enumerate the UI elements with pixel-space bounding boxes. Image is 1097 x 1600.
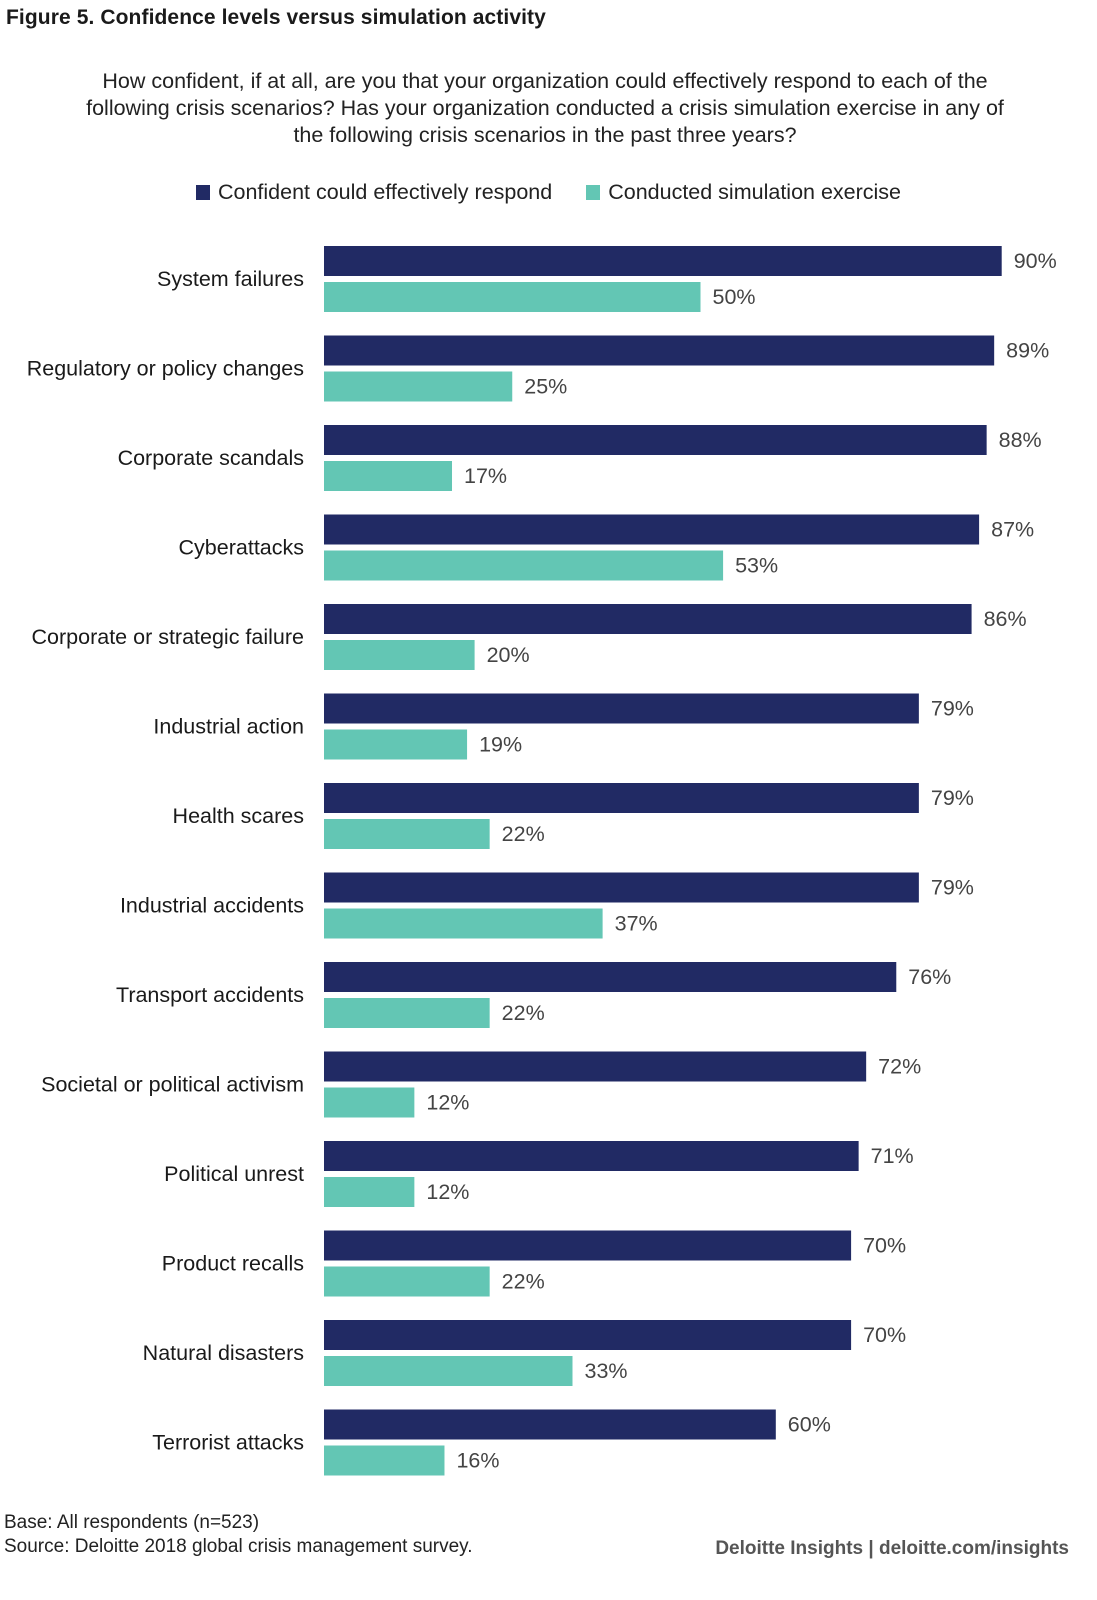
- value-label-simulation: 22%: [502, 1270, 545, 1294]
- value-label-confident: 87%: [991, 518, 1034, 542]
- value-label-simulation: 37%: [615, 912, 658, 936]
- value-label-simulation: 50%: [713, 285, 756, 309]
- category-group: Product recalls 70% 22%: [162, 1230, 906, 1297]
- bar-simulation: [324, 1356, 573, 1386]
- legend-label-confident: Confident could effectively respond: [217, 180, 553, 204]
- legend: Confident could effectively respond Cond…: [0, 180, 1097, 206]
- value-label-simulation: 19%: [479, 733, 522, 757]
- value-label-confident: 90%: [1014, 249, 1057, 273]
- category-label: Health scares: [173, 804, 304, 828]
- category-group: Cyberattacks 87% 53%: [179, 514, 1034, 581]
- value-label-confident: 70%: [863, 1323, 906, 1347]
- base-note: Base: All respondents (n=523): [4, 1512, 260, 1533]
- value-label-simulation: 12%: [426, 1180, 469, 1204]
- value-label-simulation: 25%: [524, 375, 567, 399]
- bar-simulation: [324, 282, 701, 312]
- value-label-confident: 60%: [788, 1413, 831, 1437]
- bar-simulation: [324, 1177, 415, 1207]
- value-label-confident: 89%: [1006, 339, 1049, 363]
- figure-title: Figure 5. Confidence levels versus simul…: [6, 6, 546, 29]
- category-label: Political unrest: [164, 1162, 304, 1186]
- legend-item-simulation: Conducted simulation exercise: [586, 180, 901, 205]
- bar-confident: [324, 693, 919, 724]
- category-label: Industrial accidents: [120, 894, 304, 918]
- value-label-simulation: 17%: [464, 464, 507, 488]
- bar-simulation: [324, 550, 724, 581]
- chart-subtitle: How confident, if at all, are you that y…: [86, 69, 1004, 147]
- footer-notes: Base: All respondents (n=523) Source: De…: [4, 1511, 473, 1559]
- value-label-confident: 88%: [999, 428, 1042, 452]
- bar-confident: [324, 425, 987, 455]
- category-group: Terrorist attacks 60% 16%: [152, 1409, 831, 1476]
- category-group: Industrial action 79% 19%: [153, 693, 974, 760]
- legend-swatch-simulation: [586, 185, 601, 200]
- value-label-simulation: 22%: [502, 822, 545, 846]
- value-label-simulation: 12%: [426, 1091, 469, 1115]
- bar-confident: [324, 1051, 867, 1082]
- category-label: Industrial action: [153, 715, 304, 739]
- bar-confident: [324, 872, 919, 903]
- category-group: Industrial accidents 79% 37%: [120, 872, 974, 939]
- source-note: Source: Deloitte 2018 global crisis mana…: [4, 1536, 473, 1557]
- category-label: Cyberattacks: [179, 536, 304, 560]
- legend-swatch-confident: [195, 185, 210, 200]
- value-label-simulation: 53%: [735, 554, 778, 578]
- value-label-confident: 79%: [931, 786, 974, 810]
- category-label: Societal or political activism: [41, 1073, 304, 1097]
- credit-line: Deloitte Insights | deloitte.com/insight…: [715, 1538, 1069, 1559]
- category-label: Terrorist attacks: [152, 1431, 304, 1455]
- bar-simulation: [324, 819, 490, 849]
- value-label-confident: 72%: [878, 1055, 921, 1079]
- bar-simulation: [324, 640, 475, 670]
- bar-simulation: [324, 461, 453, 491]
- bar-confident: [324, 1320, 852, 1350]
- bar-simulation: [324, 729, 468, 760]
- bar-confident: [324, 783, 919, 813]
- bar-simulation: [324, 371, 513, 402]
- category-group: Political unrest 71% 12%: [164, 1141, 914, 1207]
- bar-simulation: [324, 1087, 415, 1118]
- category-label: Transport accidents: [116, 983, 304, 1007]
- category-label: Corporate or strategic failure: [32, 625, 304, 649]
- value-label-simulation: 20%: [487, 643, 530, 667]
- category-group: Societal or political activism 72% 12%: [41, 1051, 921, 1118]
- bar-confident: [324, 962, 897, 992]
- legend-label-simulation: Conducted simulation exercise: [608, 180, 902, 204]
- category-group: Transport accidents 76% 22%: [116, 962, 951, 1028]
- value-label-simulation: 16%: [456, 1449, 499, 1473]
- category-group: Regulatory or policy changes 89% 25%: [27, 335, 1049, 402]
- bar-confident: [324, 1409, 776, 1440]
- category-group: Natural disasters 70% 33%: [143, 1320, 906, 1386]
- bar-confident: [324, 604, 972, 634]
- bar-confident: [324, 246, 1002, 276]
- value-label-confident: 71%: [871, 1144, 914, 1168]
- value-label-confident: 70%: [863, 1234, 906, 1258]
- bar-confident: [324, 1141, 859, 1171]
- bar-confident: [324, 335, 995, 366]
- value-label-simulation: 22%: [502, 1001, 545, 1025]
- value-label-confident: 86%: [984, 607, 1027, 631]
- category-label: System failures: [157, 267, 304, 291]
- bar-chart: System failures 90% 50% Regulatory or polic…: [27, 246, 1057, 1476]
- category-group: Corporate or strategic failure 86% 20%: [32, 604, 1027, 670]
- category-group: System failures 90% 50%: [157, 246, 1057, 312]
- category-label: Corporate scandals: [118, 446, 304, 470]
- value-label-confident: 79%: [931, 697, 974, 721]
- category-label: Regulatory or policy changes: [27, 357, 304, 381]
- bar-simulation: [324, 998, 490, 1028]
- legend-item-confident: Confident could effectively respond: [195, 180, 553, 205]
- value-label-confident: 76%: [908, 965, 951, 989]
- category-group: Health scares 79% 22%: [173, 783, 974, 849]
- value-label-confident: 79%: [931, 876, 974, 900]
- category-label: Natural disasters: [143, 1341, 304, 1365]
- bar-simulation: [324, 1445, 445, 1476]
- category-label: Product recalls: [162, 1252, 304, 1276]
- bar-simulation: [324, 908, 603, 939]
- bar-confident: [324, 514, 980, 545]
- value-label-simulation: 33%: [584, 1359, 627, 1383]
- category-group: Corporate scandals 88% 17%: [118, 425, 1042, 491]
- bar-confident: [324, 1230, 852, 1261]
- bar-simulation: [324, 1266, 490, 1297]
